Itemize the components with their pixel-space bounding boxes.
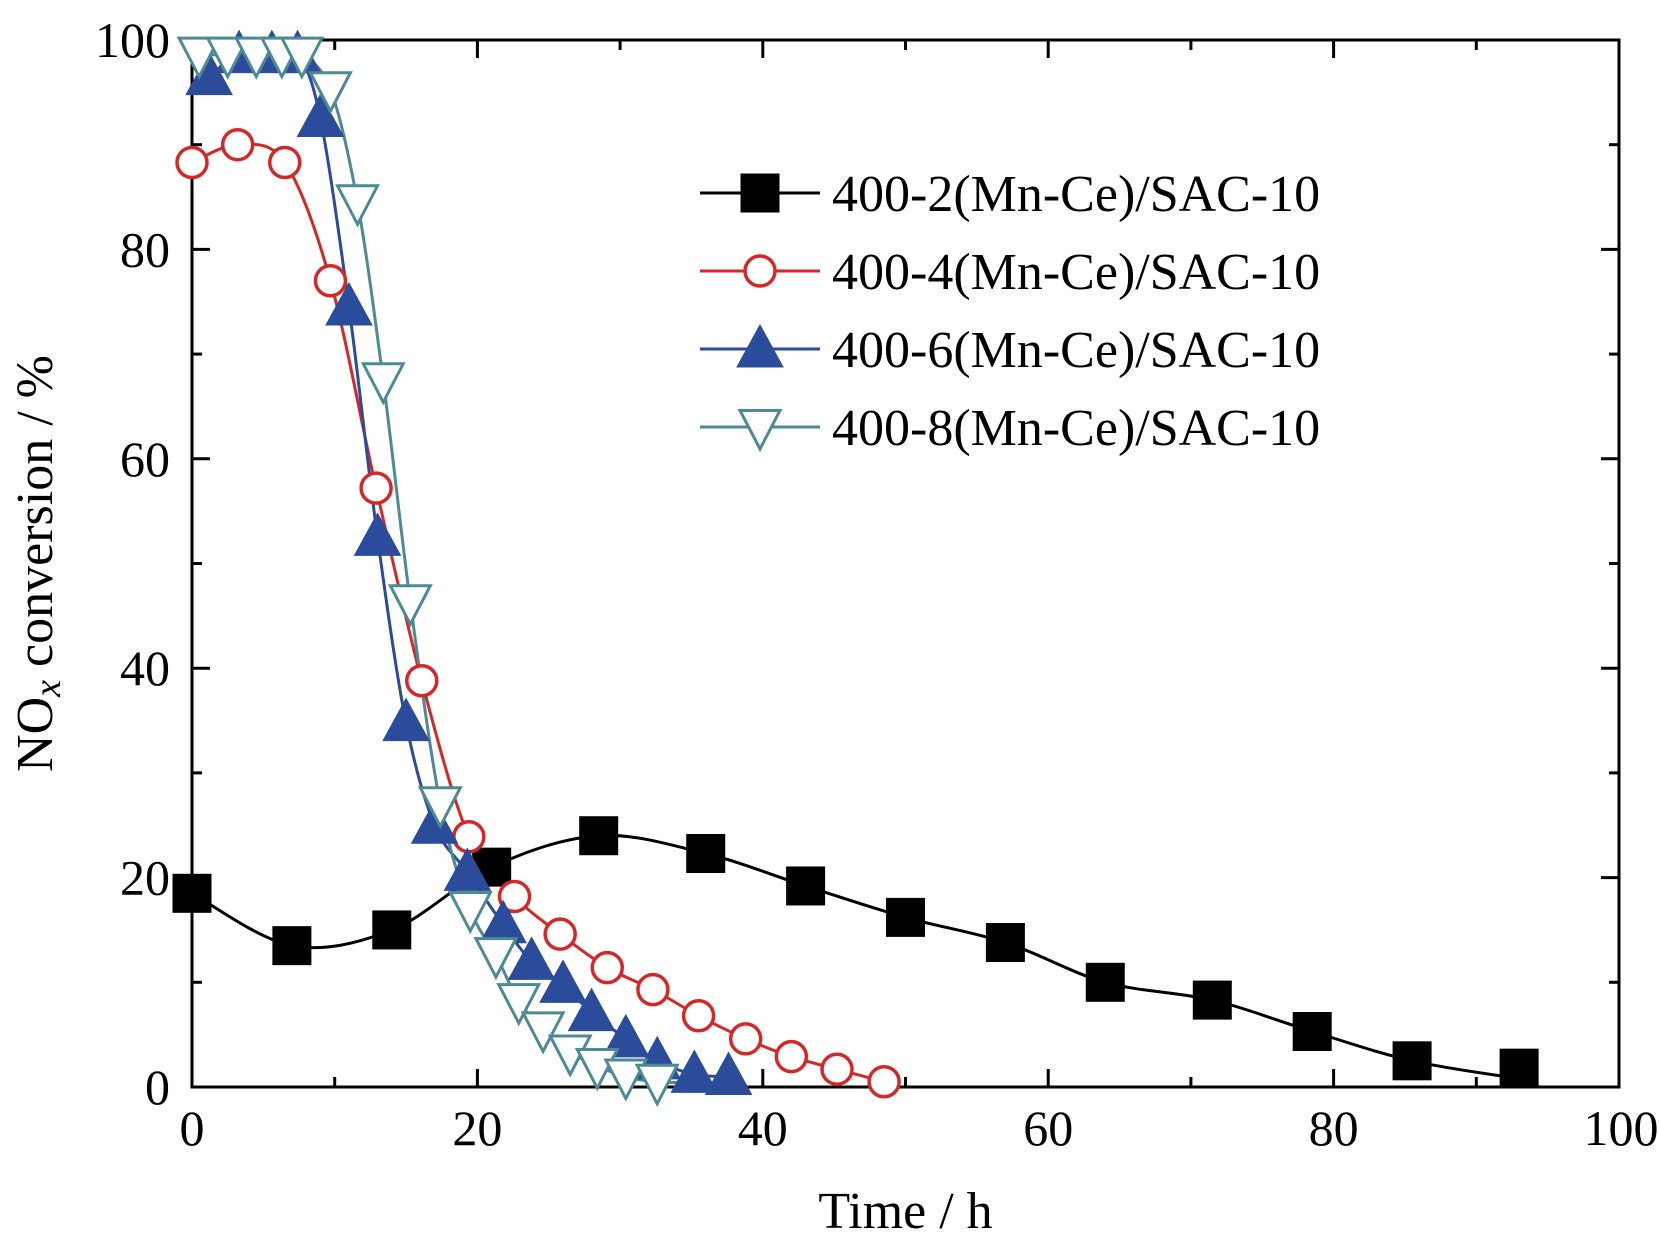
data-point (670, 1049, 719, 1093)
data-point (313, 264, 348, 298)
legend-label: 400-6(Mn-Ce)/SAC-10 (832, 322, 1320, 379)
x-tick-label: 0 (180, 1100, 205, 1156)
y-axis-title-subscript: x (27, 680, 69, 698)
axis-ticks (190, 38, 1621, 1089)
data-point (1292, 1012, 1332, 1052)
legend-label: 400-2(Mn-Ce)/SAC-10 (832, 166, 1320, 223)
data-point (686, 834, 726, 874)
data-point (681, 999, 716, 1033)
data-point (176, 36, 222, 80)
data-point (507, 936, 556, 980)
legend-label: 400-4(Mn-Ce)/SAC-10 (832, 244, 1320, 301)
data-point (307, 71, 353, 115)
y-axis-title-suffix: conversion / % (7, 355, 64, 680)
data-point (1085, 962, 1125, 1002)
data-point (520, 1011, 566, 1055)
legend-entry: 400-4(Mn-Ce)/SAC-10 (700, 244, 1320, 301)
data-point (279, 36, 325, 80)
data-point (985, 923, 1025, 963)
data-point (387, 584, 433, 628)
data-point (175, 145, 209, 180)
data-point (1392, 1041, 1432, 1081)
series-points-1 (172, 816, 1539, 1088)
x-tick-label: 100 (1584, 1100, 1659, 1156)
y-tick-label: 100 (95, 12, 170, 68)
data-point (268, 145, 302, 180)
tick-labels: 0 20 40 60 80 100 0 20 40 60 80 100 (95, 12, 1659, 1156)
x-tick-label: 40 (738, 1100, 788, 1156)
data-point (636, 972, 670, 1007)
data-point (372, 910, 412, 950)
data-point (603, 1058, 649, 1102)
data-point (820, 1052, 854, 1086)
series-markers (172, 29, 1539, 1108)
data-point (774, 1039, 809, 1074)
x-tick-label: 60 (1023, 1100, 1073, 1156)
y-axis-title: NOx conversion / % (7, 355, 69, 772)
data-point (452, 820, 486, 854)
y-axis-title-prefix: NO (7, 697, 64, 772)
data-point (704, 1051, 753, 1096)
y-tick-label: 80 (120, 221, 170, 277)
y-tick-label: 0 (145, 1059, 170, 1115)
series-points-2 (175, 127, 901, 1099)
data-point (496, 983, 542, 1027)
data-point (786, 866, 826, 906)
series-points-3 (185, 29, 753, 1096)
data-point (567, 987, 616, 1032)
legend-marker (737, 409, 783, 453)
data-point (543, 917, 577, 951)
data-point (473, 937, 519, 981)
legend-entry: 400-2(Mn-Ce)/SAC-10 (700, 166, 1320, 223)
data-point (359, 471, 393, 505)
data-point (1499, 1048, 1539, 1088)
data-point (539, 959, 587, 1003)
data-point (886, 897, 925, 937)
data-point (590, 950, 625, 985)
legend-marker (736, 323, 784, 368)
data-point (497, 879, 532, 914)
legend-label: 400-8(Mn-Ce)/SAC-10 (832, 400, 1320, 457)
x-tick-label: 20 (452, 1100, 502, 1156)
data-point (220, 127, 255, 162)
legend-entry: 400-8(Mn-Ce)/SAC-10 (700, 400, 1320, 457)
data-point (353, 512, 402, 556)
data-point (579, 816, 619, 856)
data-point (382, 697, 430, 742)
data-point (296, 93, 345, 138)
data-point (335, 184, 381, 228)
data-point (417, 786, 463, 830)
data-point (447, 891, 493, 935)
y-tick-label: 20 (120, 850, 170, 906)
data-point (410, 800, 459, 844)
data-point (205, 36, 251, 80)
data-point (601, 1013, 650, 1058)
data-point (360, 362, 406, 406)
data-point (404, 664, 439, 698)
series-points-4 (176, 36, 680, 1108)
data-point (272, 926, 312, 966)
legend: 400-2(Mn-Ce)/SAC-10 400-4(Mn-Ce)/SAC-10 40… (700, 166, 1320, 457)
data-point (1192, 980, 1232, 1020)
x-tick-label: 80 (1309, 1100, 1359, 1156)
legend-marker (743, 254, 777, 288)
data-point (728, 1022, 763, 1056)
data-point (325, 281, 373, 326)
y-tick-label: 40 (120, 640, 170, 696)
data-point (634, 1063, 680, 1108)
data-point (443, 847, 492, 891)
legend-entry: 400-6(Mn-Ce)/SAC-10 (700, 322, 1320, 379)
x-axis-title: Time / h (818, 1183, 992, 1240)
y-tick-label: 60 (120, 431, 170, 487)
data-point (867, 1065, 901, 1099)
data-point (172, 873, 212, 913)
legend-marker (740, 173, 780, 213)
